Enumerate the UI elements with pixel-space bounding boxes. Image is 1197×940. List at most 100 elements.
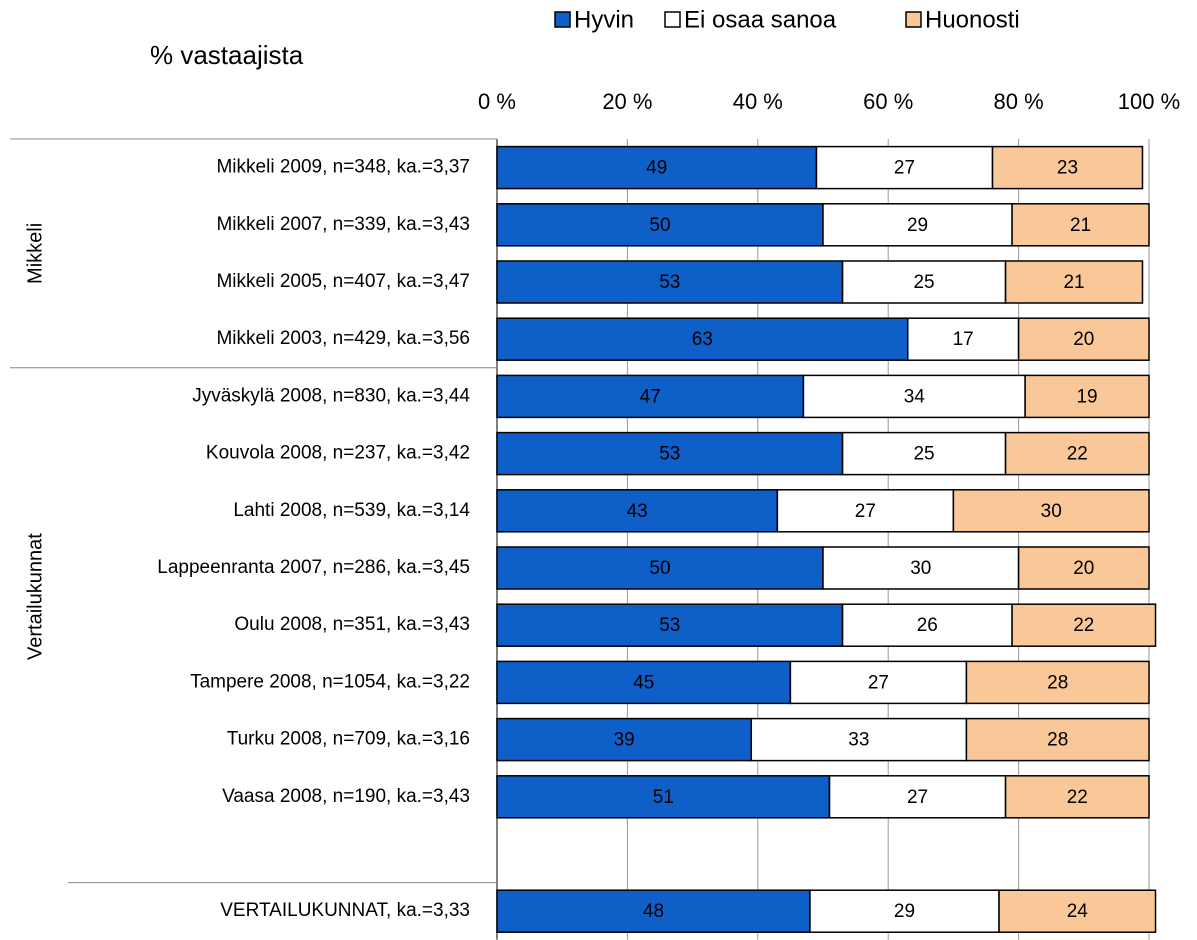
bar-segment [1017, 546, 1150, 590]
data-label: 27 [855, 501, 876, 522]
bar-segment [496, 431, 844, 476]
data-label: 51 [653, 787, 674, 808]
bar-segment [496, 603, 844, 647]
data-label: 49 [646, 158, 667, 179]
data-label: 29 [907, 215, 928, 236]
data-label: 22 [1067, 444, 1088, 465]
bar-segment [496, 260, 844, 304]
data-label: 21 [1063, 272, 1084, 293]
bar-segment [1017, 317, 1150, 361]
bar-segment [822, 546, 1020, 590]
data-label: 30 [1041, 501, 1062, 522]
bar-segment [496, 660, 792, 705]
data-label: 47 [640, 386, 661, 407]
group-label: Vertailukunnat [24, 533, 46, 660]
bar-segment [841, 431, 1007, 476]
data-label: 50 [649, 215, 670, 236]
data-label: 27 [907, 787, 928, 808]
y-tick-label: Tampere 2008, n=1054, ka.=3,22 [190, 671, 470, 692]
data-label: 27 [868, 672, 889, 693]
data-label: 22 [1067, 787, 1088, 808]
y-tick-label: Mikkeli 2009, n=348, ka.=3,37 [216, 157, 470, 178]
data-label: 50 [649, 558, 670, 579]
bar-segment [952, 489, 1150, 533]
bar-segment [496, 317, 909, 361]
bar-segment [496, 374, 805, 419]
bar-segment [965, 717, 1150, 762]
y-tick-label: Vaasa 2008, n=190, ka.=3,43 [222, 786, 470, 807]
data-label: 20 [1073, 329, 1094, 350]
bar-segment [496, 489, 779, 533]
bar-segment [496, 546, 824, 590]
data-label: 21 [1070, 215, 1091, 236]
legend-label: Huonosti [925, 6, 1020, 33]
data-label: 20 [1073, 558, 1094, 579]
data-label: 34 [904, 386, 926, 407]
bar-segment [496, 889, 811, 933]
data-label: 53 [659, 615, 680, 636]
y-tick-label: Oulu 2008, n=351, ka.=3,43 [234, 614, 470, 635]
data-label: 39 [614, 730, 635, 751]
legend-swatch [554, 11, 571, 28]
data-label: 53 [659, 444, 680, 465]
bar-segment [991, 145, 1144, 190]
bar-segment [965, 660, 1150, 705]
x-tick-label: 100 % [1118, 89, 1180, 114]
bar-segment [1011, 603, 1157, 647]
bar-segment [1004, 775, 1150, 819]
bar-segment [822, 203, 1013, 247]
bar-segment [496, 775, 831, 819]
bar-segment [1004, 260, 1144, 304]
y-tick-label: Jyväskylä 2008, n=830, ka.=3,44 [192, 385, 470, 406]
data-label: 23 [1057, 158, 1078, 179]
bar-segment [1011, 203, 1150, 247]
bar-segment [1004, 431, 1150, 476]
data-label: 63 [692, 329, 713, 350]
bar-segment [815, 145, 994, 190]
y-tick-label: Kouvola 2008, n=237, ka.=3,42 [206, 443, 470, 464]
data-label: 25 [913, 272, 934, 293]
data-label: 28 [1047, 672, 1068, 693]
bar-segment [907, 317, 1020, 361]
y-tick-label: Turku 2008, n=709, ka.=3,16 [227, 729, 470, 750]
legend-label: Hyvin [574, 6, 634, 33]
data-label: 24 [1067, 901, 1089, 922]
y-tick-label: Mikkeli 2007, n=339, ka.=3,43 [216, 214, 470, 235]
bar-segment [841, 260, 1007, 304]
data-label: 22 [1073, 615, 1094, 636]
y-tick-label: Lahti 2008, n=539, ka.=3,14 [233, 500, 470, 521]
axis-title: % vastaajista [150, 40, 304, 70]
legend-swatch [664, 11, 681, 28]
data-label: 17 [953, 329, 974, 350]
data-label: 29 [894, 901, 915, 922]
data-label: 45 [633, 672, 654, 693]
bar-segment [1024, 374, 1150, 419]
data-label: 33 [848, 730, 869, 751]
data-label: 28 [1047, 730, 1068, 751]
y-tick-label: Mikkeli 2003, n=429, ka.=3,56 [216, 328, 470, 349]
group-label: Mikkeli [24, 223, 46, 284]
bar-segment [998, 889, 1157, 933]
data-label: 43 [627, 501, 648, 522]
data-label: 48 [643, 901, 664, 922]
data-label: 53 [659, 272, 680, 293]
x-tick-label: 40 % [733, 89, 783, 114]
bar-segment [841, 603, 1013, 647]
data-label: 30 [910, 558, 931, 579]
x-tick-label: 0 % [478, 89, 516, 114]
data-label: 25 [913, 444, 934, 465]
data-label: 27 [894, 158, 915, 179]
x-tick-label: 20 % [602, 89, 652, 114]
data-label: 19 [1076, 386, 1097, 407]
x-tick-label: 80 % [994, 89, 1044, 114]
data-label: 26 [917, 615, 938, 636]
bar-segment [750, 717, 968, 762]
legend-label: Ei osaa sanoa [684, 6, 837, 33]
y-tick-label: Lappeenranta 2007, n=286, ka.=3,45 [157, 557, 470, 578]
x-tick-label: 60 % [863, 89, 913, 114]
y-tick-label: Mikkeli 2005, n=407, ka.=3,47 [216, 271, 470, 292]
legend-swatch [905, 11, 922, 28]
y-tick-label: VERTAILUKUNNAT, ka.=3,33 [220, 900, 470, 921]
bar-segment [496, 203, 824, 247]
